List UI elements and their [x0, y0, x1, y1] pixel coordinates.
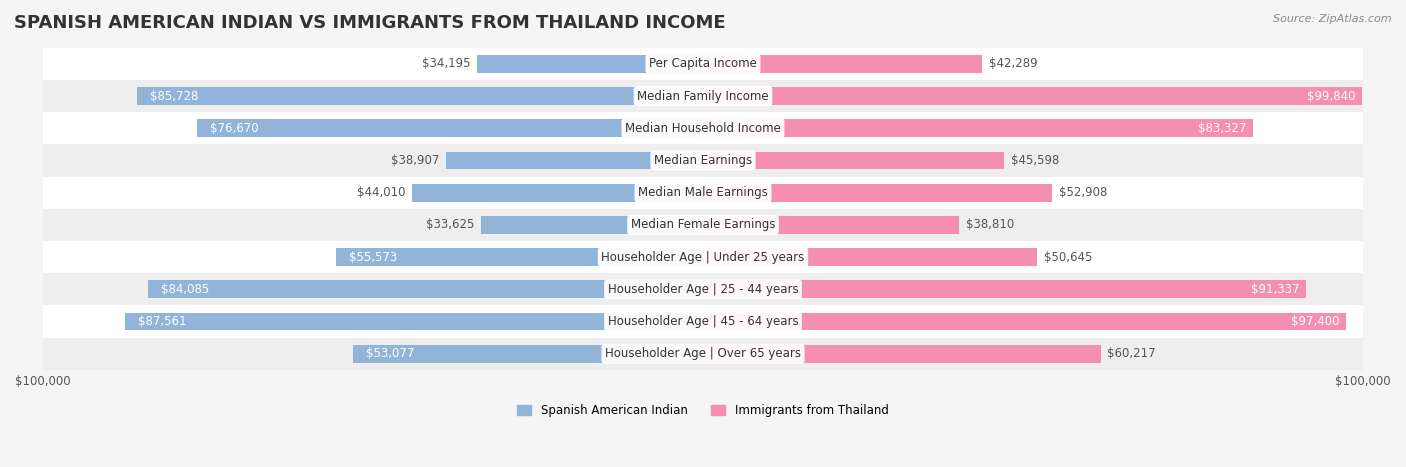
Text: Householder Age | Under 25 years: Householder Age | Under 25 years [602, 251, 804, 263]
Text: $97,400: $97,400 [1291, 315, 1340, 328]
Bar [703, 345, 1101, 362]
Bar [703, 248, 1038, 266]
Bar [42, 209, 1364, 241]
Bar [42, 80, 1364, 112]
Text: Median Earnings: Median Earnings [654, 154, 752, 167]
Text: Householder Age | Over 65 years: Householder Age | Over 65 years [605, 347, 801, 360]
Text: Householder Age | 25 - 44 years: Householder Age | 25 - 44 years [607, 283, 799, 296]
Bar [42, 241, 1364, 273]
Bar [42, 112, 1364, 144]
Text: SPANISH AMERICAN INDIAN VS IMMIGRANTS FROM THAILAND INCOME: SPANISH AMERICAN INDIAN VS IMMIGRANTS FR… [14, 14, 725, 32]
Text: $83,327: $83,327 [1198, 122, 1247, 134]
Bar [148, 281, 703, 298]
Bar [703, 312, 1346, 330]
Bar [412, 184, 703, 201]
Text: $38,810: $38,810 [966, 219, 1014, 231]
Bar [481, 216, 703, 234]
Bar [42, 144, 1364, 177]
Text: $42,289: $42,289 [988, 57, 1038, 71]
Text: Median Female Earnings: Median Female Earnings [631, 219, 775, 231]
Bar [703, 152, 1004, 170]
Text: $45,598: $45,598 [1011, 154, 1059, 167]
Bar [703, 55, 983, 73]
Bar [703, 87, 1362, 105]
Legend: Spanish American Indian, Immigrants from Thailand: Spanish American Indian, Immigrants from… [512, 399, 894, 422]
Bar [336, 248, 703, 266]
Bar [42, 305, 1364, 338]
Bar [42, 273, 1364, 305]
Text: $84,085: $84,085 [162, 283, 209, 296]
Text: Householder Age | 45 - 64 years: Householder Age | 45 - 64 years [607, 315, 799, 328]
Text: $34,195: $34,195 [422, 57, 471, 71]
Bar [703, 184, 1052, 201]
Bar [197, 120, 703, 137]
Text: Per Capita Income: Per Capita Income [650, 57, 756, 71]
Bar [42, 177, 1364, 209]
Text: Median Household Income: Median Household Income [626, 122, 780, 134]
Text: $91,337: $91,337 [1251, 283, 1299, 296]
Bar [477, 55, 703, 73]
Text: $85,728: $85,728 [150, 90, 198, 103]
Text: $55,573: $55,573 [349, 251, 398, 263]
Text: $33,625: $33,625 [426, 219, 474, 231]
Text: $76,670: $76,670 [209, 122, 259, 134]
Text: $99,840: $99,840 [1308, 90, 1355, 103]
Bar [42, 48, 1364, 80]
Text: $53,077: $53,077 [366, 347, 415, 360]
Text: $87,561: $87,561 [138, 315, 187, 328]
Bar [703, 216, 959, 234]
Bar [703, 281, 1306, 298]
Text: $60,217: $60,217 [1107, 347, 1156, 360]
Text: Median Family Income: Median Family Income [637, 90, 769, 103]
Bar [136, 87, 703, 105]
Bar [42, 338, 1364, 370]
Text: $50,645: $50,645 [1043, 251, 1092, 263]
Bar [125, 312, 703, 330]
Text: $52,908: $52,908 [1059, 186, 1108, 199]
Text: Source: ZipAtlas.com: Source: ZipAtlas.com [1274, 14, 1392, 24]
Bar [353, 345, 703, 362]
Text: Median Male Earnings: Median Male Earnings [638, 186, 768, 199]
Bar [446, 152, 703, 170]
Bar [703, 120, 1253, 137]
Text: $38,907: $38,907 [391, 154, 440, 167]
Text: $44,010: $44,010 [357, 186, 406, 199]
